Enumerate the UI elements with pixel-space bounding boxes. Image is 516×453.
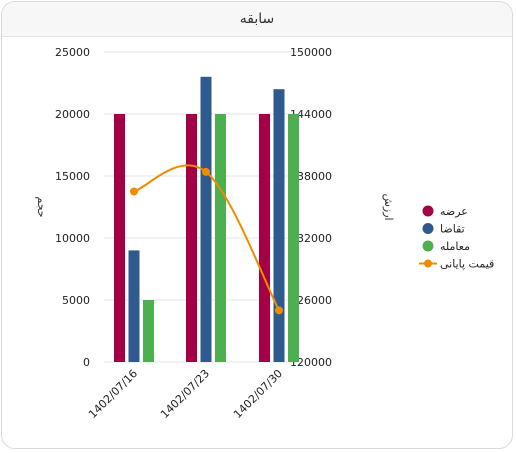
- y-right-tick-label: 132000: [290, 232, 332, 245]
- price-line: [133, 164, 280, 311]
- bar: [288, 114, 299, 362]
- bar: [273, 89, 285, 362]
- x-tick-label: 1402/07/16: [86, 367, 140, 421]
- y-left-tick-label: 25000: [55, 46, 90, 59]
- legend-marker: [422, 223, 434, 234]
- y-left-tick-label: 5000: [62, 294, 90, 307]
- y-right-tick-label: 144000: [290, 108, 332, 121]
- bar: [215, 114, 226, 362]
- legend-marker: [422, 205, 434, 217]
- legend-label: قیمت پایانی: [440, 258, 494, 271]
- legend-marker: [422, 240, 434, 252]
- bar: [259, 114, 270, 362]
- legend-label: عرضه: [440, 205, 468, 218]
- bar: [128, 250, 140, 362]
- x-tick-label: 1402/07/23: [158, 367, 212, 421]
- y-right-tick-label: 150000: [290, 46, 332, 59]
- panel-title: سابقه: [2, 2, 512, 37]
- y-left-tick-label: 20000: [55, 108, 90, 121]
- line-point: [202, 167, 210, 176]
- bar: [186, 114, 197, 362]
- y-left-tick-label: 0: [83, 356, 90, 369]
- line-point: [130, 187, 138, 196]
- legend-label: تقاضا: [440, 223, 465, 236]
- y-right-tick-label: 120000: [290, 356, 332, 369]
- y-left-tick-label: 15000: [55, 170, 90, 183]
- y-left-tick-label: 10000: [55, 232, 90, 245]
- bar: [143, 300, 154, 362]
- legend-marker: [424, 259, 432, 268]
- line-point: [275, 306, 283, 315]
- y-left-axis-title: حجم: [35, 196, 48, 217]
- bar: [114, 114, 125, 362]
- y-right-axis-title: ارزش: [382, 193, 395, 220]
- y-right-tick-label: 126000: [290, 294, 332, 307]
- x-tick-label: 1402/07/30: [231, 367, 285, 421]
- legend-label: معامله: [440, 240, 470, 253]
- y-right-tick-label: 138000: [290, 170, 332, 183]
- bar: [200, 76, 212, 363]
